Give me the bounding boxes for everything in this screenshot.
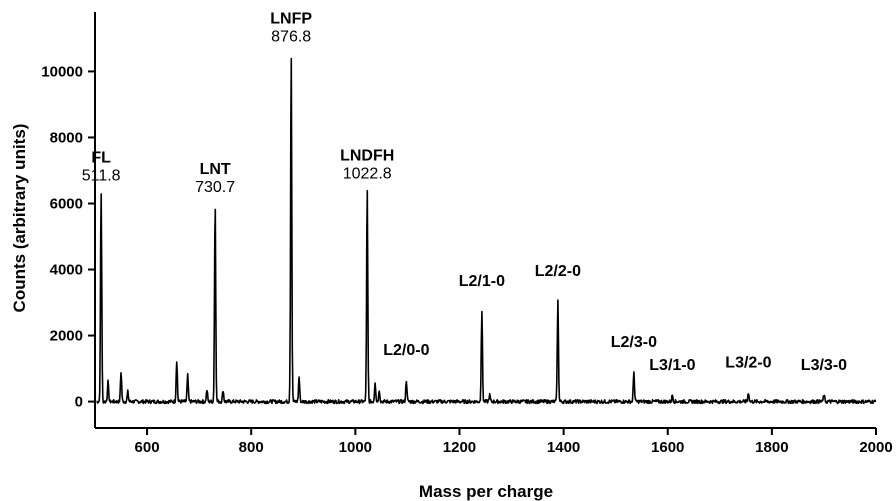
peak-label-name: L3/1-0 <box>649 357 695 374</box>
x-axis-label: Mass per charge <box>419 482 553 501</box>
peak-label-name: L2/3-0 <box>611 334 657 351</box>
y-tick-label: 2000 <box>50 328 83 345</box>
x-tick-label: 2000 <box>859 439 892 456</box>
y-tick-label: 6000 <box>50 195 83 212</box>
x-tick-label: 600 <box>135 439 160 456</box>
peak-label-name: LNDFH <box>340 148 394 165</box>
peak-label-name: LNFP <box>270 11 312 28</box>
spectrum-trace <box>96 57 877 405</box>
y-tick-label: 8000 <box>50 129 83 146</box>
peak-label-name: FL <box>91 149 111 166</box>
axis-ticks: 600 800 1000 1200 1400 1600 1800 2000 0 2000 4000 6… <box>41 63 892 456</box>
y-axis-label: Counts (arbitrary units) <box>10 124 29 313</box>
x-tick-label: 1000 <box>339 439 372 456</box>
spectrum-trace-layer <box>96 57 877 405</box>
x-tick-label: 800 <box>239 439 264 456</box>
x-tick-label: 1800 <box>755 439 788 456</box>
y-tick-label: 4000 <box>50 262 83 279</box>
axes <box>94 12 876 429</box>
peak-label-mass: 511.8 <box>82 167 121 184</box>
x-tick-label: 1400 <box>547 439 580 456</box>
x-tick-label: 1600 <box>651 439 684 456</box>
peak-label-name: L2/2-0 <box>535 263 581 280</box>
peak-label-mass: 730.7 <box>195 179 235 196</box>
peak-label-name: L3/3-0 <box>801 357 847 374</box>
y-tick-label: 10000 <box>41 63 83 80</box>
peak-label-mass: 876.8 <box>271 29 311 46</box>
peak-label-name: LNT <box>200 161 231 178</box>
peak-label-name: L2/0-0 <box>383 342 429 359</box>
peak-label-mass: 1022.8 <box>343 166 392 183</box>
peak-label-name: L2/1-0 <box>459 273 505 290</box>
x-tick-label: 1200 <box>443 439 476 456</box>
y-tick-label: 0 <box>75 394 83 411</box>
peak-label-name: L3/2-0 <box>725 354 771 371</box>
